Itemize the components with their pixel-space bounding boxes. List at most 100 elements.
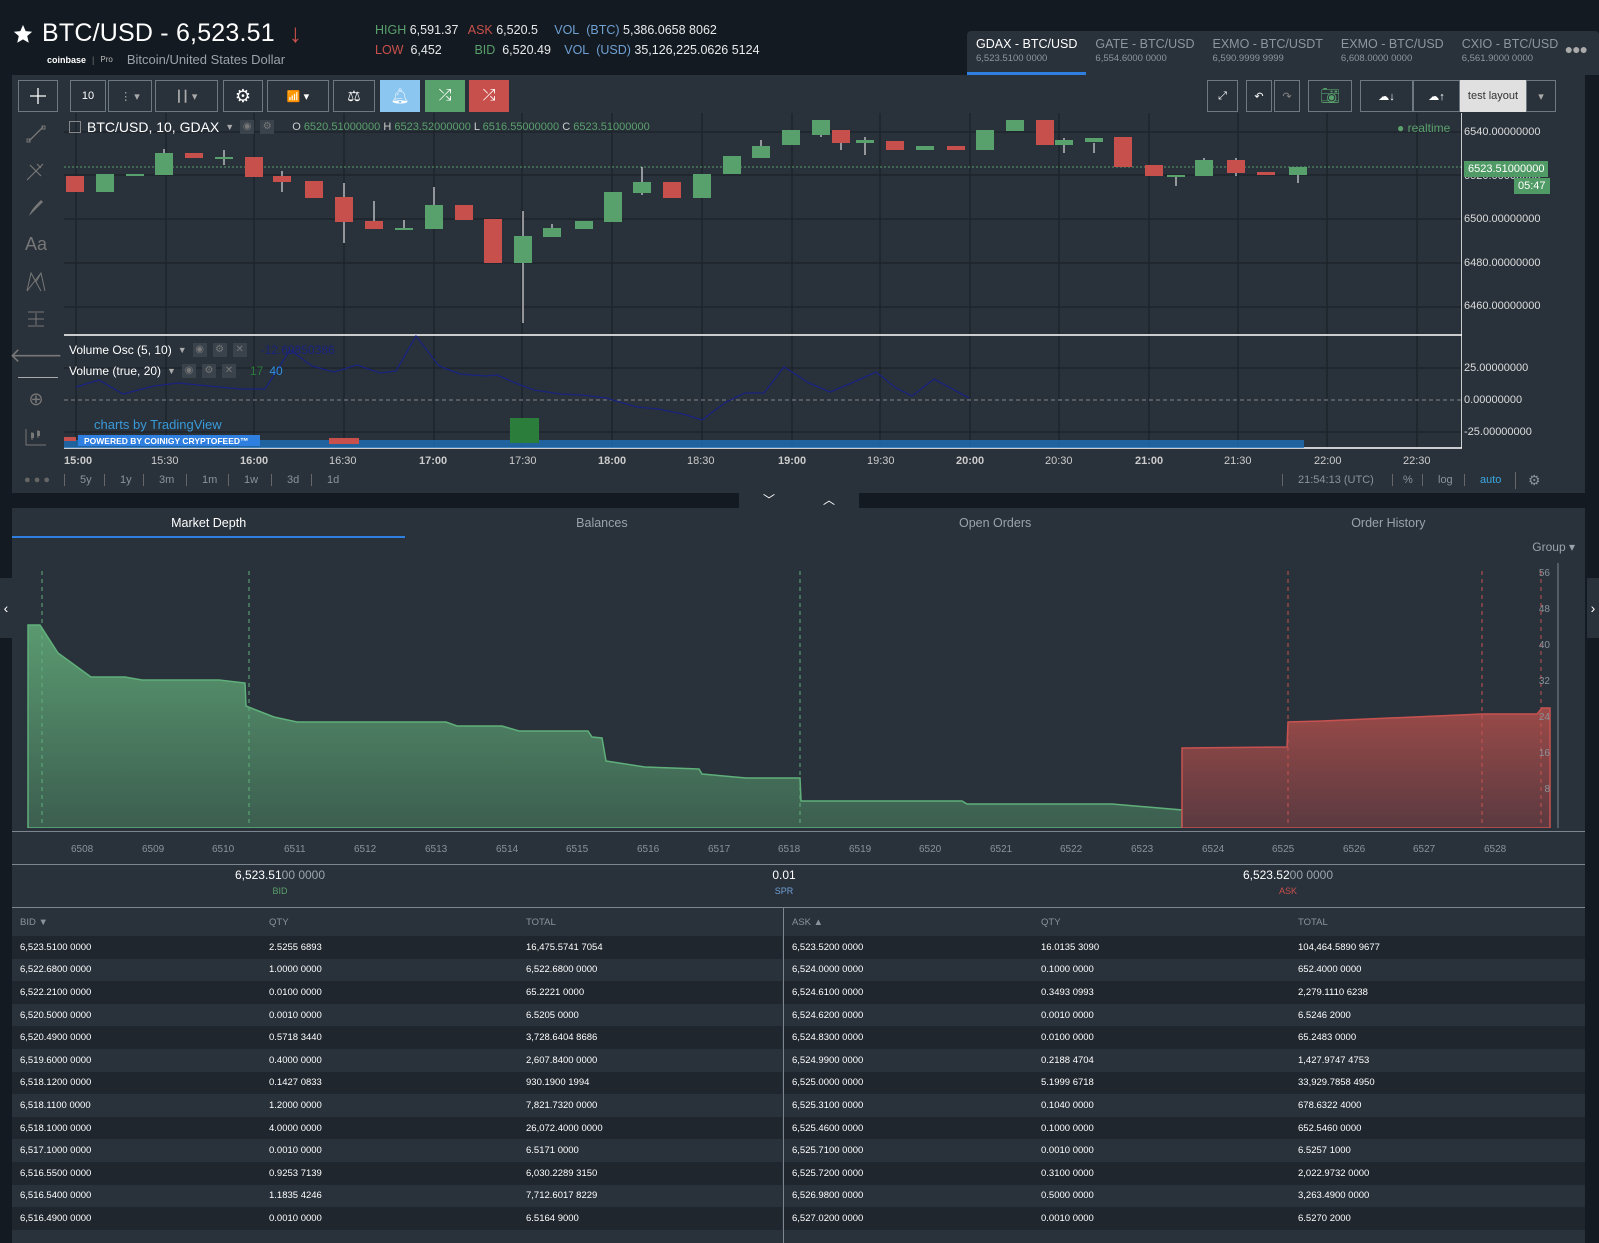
save-layout-button[interactable]: ☁↑ bbox=[1413, 80, 1460, 112]
chart-style-button[interactable]: ┃┃ ▾ bbox=[155, 80, 218, 112]
depth-chart[interactable]: 56 48 40 32 24 16 8 bbox=[12, 563, 1585, 828]
exchange-tab-exmo-btc-usdt[interactable]: EXMO - BTC/USDT 6,590.9999 9999 bbox=[1204, 31, 1332, 75]
remove-drawings-tool[interactable]: 🡐 bbox=[9, 341, 63, 369]
zoom-tool[interactable]: ⊕ bbox=[22, 385, 50, 413]
sort-bid-header[interactable]: BID ▼ bbox=[20, 916, 48, 928]
fullscreen-button[interactable]: ⤢ bbox=[1207, 80, 1238, 112]
bid-row[interactable]: 6,518.1000 0000 4.0000 0000 26,072.4000 00… bbox=[12, 1116, 782, 1140]
bid-row[interactable]: 6,517.1000 0000 0.0010 0000 6.5171 0000 bbox=[12, 1139, 782, 1162]
prev-panel-button[interactable]: ‹ bbox=[0, 578, 12, 638]
bid-row[interactable]: 6,519.6000 0000 0.4000 0000 2,607.8400 000… bbox=[12, 1048, 782, 1072]
gear-icon[interactable]: ⚙ bbox=[260, 120, 275, 134]
symbol-legend[interactable]: BTC/USD, 10, GDAX bbox=[87, 119, 220, 135]
group-dropdown[interactable]: Group ▾ bbox=[1532, 540, 1575, 554]
ask-row[interactable]: 6,524.8300 0000 0.0100 0000 65.2483 0000 bbox=[784, 1026, 1585, 1049]
bid-row[interactable]: 6,522.2100 0000 0.0100 0000 65.2221 0000 bbox=[12, 981, 782, 1004]
collapse-legend-icon[interactable] bbox=[69, 121, 81, 133]
exchange-tab-gate-btc-usd[interactable]: GATE - BTC/USD 6,554.6000 0000 bbox=[1086, 31, 1203, 75]
next-panel-button[interactable]: › bbox=[1587, 578, 1599, 638]
vol-usd-unit: (USD) bbox=[596, 43, 631, 57]
bid-row[interactable]: 6,522.6800 0000 1.0000 0000 6,522.6800 000… bbox=[12, 958, 782, 982]
snapshot-button[interactable]: 📷︎ bbox=[1308, 80, 1352, 112]
exchange-tab-exmo-btc-usd[interactable]: EXMO - BTC/USD 6,608.0000 0000 bbox=[1332, 31, 1453, 75]
log-scale-toggle[interactable]: log bbox=[1422, 474, 1453, 486]
tab-market-depth[interactable]: Market Depth bbox=[12, 508, 406, 538]
ask-row[interactable]: 6,524.6200 0000 0.0010 0000 6.5246 2000 bbox=[784, 1003, 1585, 1027]
tab-balances[interactable]: Balances bbox=[576, 516, 628, 530]
ask-row[interactable]: 6,525.4600 0000 0.1000 0000 652.5460 0000 bbox=[784, 1116, 1585, 1140]
bid-row[interactable]: 6,518.1100 0000 1.2000 0000 7,821.7320 000… bbox=[12, 1094, 782, 1117]
bid-row[interactable]: 6,516.5400 0000 1.1835 4246 7,712.6017 822… bbox=[12, 1184, 782, 1208]
indicator-legend-volume-osc[interactable]: Volume Osc (5, 10) ▼ ◉ ⚙ ✕ -12.69850386 bbox=[69, 343, 335, 357]
exchange-tab-gdax-btc-usd[interactable]: GDAX - BTC/USD 6,523.5100 0000 bbox=[967, 31, 1087, 75]
layout-name-button[interactable]: test layout bbox=[1460, 80, 1526, 112]
layout-menu-button[interactable]: ▾ bbox=[1526, 80, 1556, 112]
ask-row[interactable]: 6,523.5200 0000 16.0135 3090 104,464.5890 … bbox=[784, 936, 1585, 959]
exchange-logo-sub: Pro bbox=[100, 55, 113, 64]
price-plot[interactable]: charts by TradingView POWERED BY COINIGY… bbox=[64, 113, 1462, 463]
compare-button[interactable]: ⚖ bbox=[333, 80, 375, 112]
tab-order-history[interactable]: Order History bbox=[1351, 516, 1426, 530]
undo-button[interactable]: ↶ bbox=[1246, 80, 1272, 112]
sort-ask-header[interactable]: ASK ▲ bbox=[792, 916, 824, 928]
redo-button[interactable]: ↷ bbox=[1274, 80, 1300, 112]
bid-row[interactable]: 6,518.1200 0000 0.1427 0833 930.1900 1994 bbox=[12, 1071, 782, 1095]
time-axis-label: 17:30 bbox=[509, 455, 537, 467]
auto-scale-toggle[interactable]: auto bbox=[1464, 474, 1501, 486]
tab-open-orders[interactable]: Open Orders bbox=[958, 516, 1032, 530]
bid-row[interactable]: 6,523.5100 0000 2.5255 6893 16,475.5741 70… bbox=[12, 936, 782, 959]
text-tool[interactable]: Aa bbox=[22, 230, 50, 258]
gear-icon[interactable]: ⚙ bbox=[1515, 472, 1541, 489]
indicators-button[interactable]: 📶 ▾ bbox=[267, 80, 329, 112]
range-3d[interactable]: 3d bbox=[271, 474, 299, 486]
indicator-legend-volume[interactable]: Volume (true, 20) ▼ ◉ ⚙ ✕ 17 40 bbox=[69, 364, 283, 378]
bid-row[interactable]: 6,520.5000 0000 0.0010 0000 6.5205 0000 bbox=[12, 1003, 782, 1027]
range-1d[interactable]: 1d bbox=[311, 474, 339, 486]
total-cell: 6,030.2289 3150 bbox=[526, 1167, 598, 1179]
range-1y[interactable]: 1y bbox=[104, 474, 132, 486]
panel-tabs: Market Depth Balances Open Orders Order … bbox=[12, 508, 1585, 538]
chevron-down-icon[interactable]: ▼ bbox=[225, 122, 235, 132]
load-layout-button[interactable]: ☁↓ bbox=[1360, 80, 1413, 112]
favorite-star-icon[interactable] bbox=[12, 23, 34, 45]
collapse-down-button[interactable]: ﹀ bbox=[739, 493, 799, 508]
ask-row[interactable]: 6,525.7100 0000 0.0010 0000 6.5257 1000 bbox=[784, 1139, 1585, 1162]
collapse-up-button[interactable]: ︿ bbox=[799, 493, 859, 508]
ask-row[interactable]: 6,524.0000 0000 0.1000 0000 652.4000 0000 bbox=[784, 958, 1585, 982]
measure-tool[interactable] bbox=[22, 305, 50, 333]
total-cell: 6.5164 9000 bbox=[526, 1212, 579, 1224]
exchange-tab-cxio-btc-usd[interactable]: CXIO - BTC/USD 6,561.9000 0000 bbox=[1453, 31, 1568, 75]
chart-settings-button[interactable]: ⚙ bbox=[223, 80, 263, 112]
sell-order-button[interactable]: ⤮ bbox=[469, 80, 509, 112]
brush-tool[interactable] bbox=[22, 193, 50, 221]
interval-menu-button[interactable]: ⋮ ▾ bbox=[108, 80, 152, 112]
crosshair-tool-button[interactable] bbox=[18, 80, 58, 112]
range-3m[interactable]: 3m bbox=[143, 474, 174, 486]
pitchfork-tool[interactable] bbox=[22, 157, 50, 185]
alert-button[interactable]: 🔔︎ bbox=[380, 80, 420, 112]
buy-order-button[interactable]: ⤮ bbox=[425, 80, 465, 112]
more-tabs-icon[interactable]: ●●● bbox=[1564, 41, 1588, 57]
interval-button[interactable]: 10 bbox=[70, 80, 106, 112]
range-1m[interactable]: 1m bbox=[186, 474, 217, 486]
tab-name: GDAX - BTC/USD bbox=[976, 37, 1078, 51]
ask-row[interactable]: 6,524.9900 0000 0.2188 4704 1,427.9747 475… bbox=[784, 1048, 1585, 1072]
pattern-tool[interactable] bbox=[22, 268, 50, 296]
chart-scale-tool[interactable] bbox=[22, 423, 50, 451]
bid-row[interactable]: 6,516.5500 0000 0.9253 7139 6,030.2289 315… bbox=[12, 1161, 782, 1185]
ask-row[interactable]: 6,526.9800 0000 0.5000 0000 3,263.4900 000… bbox=[784, 1184, 1585, 1208]
ask-row[interactable]: 6,527.0200 0000 0.0010 0000 6.5270 2000 bbox=[784, 1207, 1585, 1230]
ask-row[interactable]: 6,525.0000 0000 5.1999 6718 33,929.7858 49… bbox=[784, 1071, 1585, 1095]
ask-row[interactable]: 6,525.3100 0000 0.1040 0000 678.6322 4000 bbox=[784, 1094, 1585, 1117]
range-1w[interactable]: 1w bbox=[228, 474, 258, 486]
trend-line-tool[interactable] bbox=[22, 120, 50, 148]
percent-scale-toggle[interactable]: % bbox=[1392, 474, 1413, 486]
bid-row[interactable]: 6,520.4900 0000 0.5718 3440 3,728.6404 868… bbox=[12, 1026, 782, 1049]
ask-row[interactable]: 6,525.7200 0000 0.3100 0000 2,022.9732 000… bbox=[784, 1161, 1585, 1185]
more-options-icon[interactable]: ● ● ● bbox=[24, 474, 51, 486]
total-cell: 6.5171 0000 bbox=[526, 1145, 579, 1157]
eye-icon[interactable]: ◉ bbox=[240, 120, 255, 134]
range-5y[interactable]: 5y bbox=[64, 474, 92, 486]
ask-row[interactable]: 6,524.6100 0000 0.3493 0993 2,279.1110 623… bbox=[784, 981, 1585, 1004]
bid-row[interactable]: 6,516.4900 0000 0.0010 0000 6.5164 9000 bbox=[12, 1207, 782, 1230]
